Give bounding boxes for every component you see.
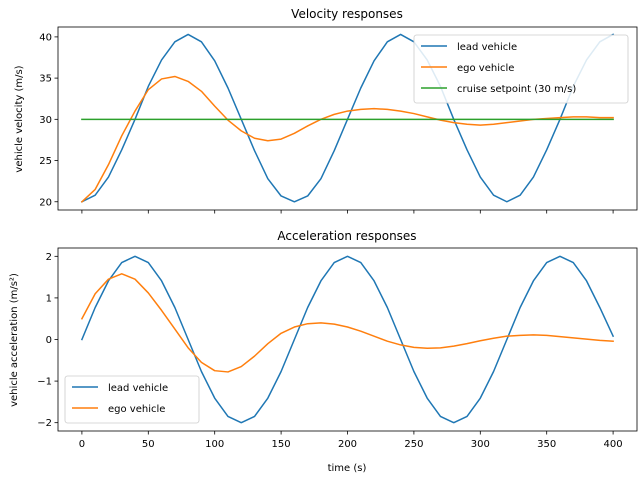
acceleration-y-axis-label: vehicle acceleration (m/s²)	[9, 273, 20, 407]
velocity-plot-area: 20 25 30 35 40	[39, 26, 638, 214]
velocity-legend-box	[413, 34, 629, 104]
acceleration-y-tick-label: −1	[37, 377, 52, 388]
velocity-y-tick-label: 25	[39, 156, 52, 167]
velocity-y-axis-label: vehicle velocity (m/s)	[14, 65, 25, 172]
velocity-chart-title: Velocity responses	[291, 7, 403, 21]
acceleration-x-tick-label: 350	[537, 439, 556, 450]
acceleration-x-tick-label: 0	[79, 439, 85, 450]
velocity-y-tick-label: 30	[39, 115, 52, 126]
acceleration-y-tick-label: 2	[46, 252, 52, 263]
velocity-legend-label: ego vehicle	[457, 63, 514, 74]
velocity-y-tick-label: 35	[39, 74, 52, 85]
velocity-legend: lead vehicle ego vehicle cruise setpoint (…	[413, 34, 629, 104]
acceleration-x-tick-label: 250	[404, 439, 423, 450]
velocity-legend-label: cruise setpoint (30 m/s)	[457, 84, 576, 95]
acceleration-x-tick-label: 50	[142, 439, 155, 450]
velocity-y-tick-label: 40	[39, 32, 52, 43]
velocity-y-tick-label: 20	[39, 197, 52, 208]
acceleration-y-tick-label: 0	[46, 335, 52, 346]
velocity-legend-label: lead vehicle	[457, 42, 517, 53]
time-x-axis-label: time (s)	[328, 463, 367, 474]
acceleration-chart: Acceleration responses vehicle accelerat…	[9, 229, 638, 474]
acceleration-x-tick-label: 150	[272, 439, 291, 450]
acceleration-legend-box	[64, 375, 200, 424]
acceleration-series-ego-vehicle	[80, 273, 614, 373]
acceleration-x-tick-label: 100	[205, 439, 224, 450]
acceleration-legend-label: ego vehicle	[108, 404, 165, 415]
acceleration-legend: lead vehicle ego vehicle	[64, 375, 200, 424]
acceleration-series-lead-vehicle	[80, 255, 615, 424]
acceleration-x-tick-label: 400	[604, 439, 623, 450]
velocity-chart: Velocity responses vehicle velocity (m/s…	[14, 7, 638, 214]
acceleration-y-tick-label: 1	[46, 293, 52, 304]
acceleration-plot-area: 0 50 100 150 200 250 300 350 400 −2 −1 0 1 2	[37, 247, 638, 450]
acceleration-chart-title: Acceleration responses	[277, 229, 416, 243]
acceleration-y-tick-label: −2	[37, 418, 52, 429]
velocity-series-ego-vehicle	[80, 75, 614, 203]
acceleration-x-tick-label: 300	[471, 439, 490, 450]
acceleration-x-tick-label: 200	[338, 439, 357, 450]
acceleration-legend-label: lead vehicle	[108, 383, 168, 394]
